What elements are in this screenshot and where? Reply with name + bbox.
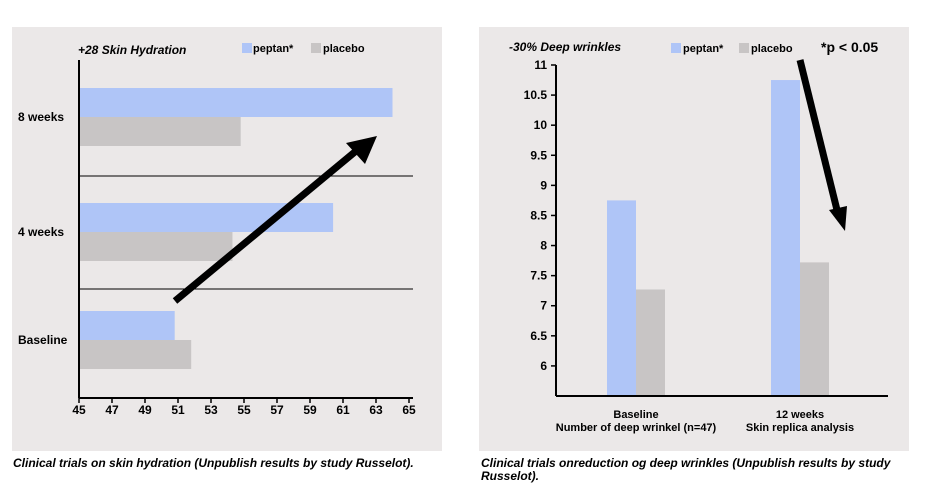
hydration-bar-peptan (79, 203, 334, 232)
wrinkles-bar-peptan (771, 80, 800, 396)
category-label: Baseline (613, 409, 658, 421)
y-tick-label: 6.5 (530, 329, 547, 343)
wrinkles-caption: Clinical trials onreduction og deep wrin… (481, 456, 891, 483)
legend-swatch-peptan (671, 43, 681, 53)
legend-label-placebo: placebo (323, 43, 365, 55)
wrinkles-bar-placebo (636, 289, 665, 396)
y-tick-label: 6 (540, 359, 547, 373)
trend-arrow-head (829, 206, 847, 231)
y-tick-label: 9.5 (530, 148, 547, 162)
hydration-bar-peptan (79, 88, 393, 117)
y-tick-label: 8 (540, 239, 547, 253)
x-tick-label: 55 (237, 403, 251, 417)
y-tick-label: 9 (540, 178, 547, 192)
y-tick-label: 11 (534, 58, 547, 72)
y-tick-label: 7 (540, 299, 547, 313)
legend-label-peptan: peptan* (683, 43, 724, 55)
category-label: 12 weeks (776, 409, 824, 421)
x-tick-label: 65 (402, 403, 416, 417)
x-tick-label: 53 (204, 403, 218, 417)
legend-swatch-placebo (311, 43, 321, 53)
x-tick-label: 59 (303, 403, 317, 417)
hydration-caption: Clinical trials on skin hydration (Unpub… (13, 456, 414, 470)
y-tick-label: 10.5 (524, 88, 548, 102)
x-tick-label: 63 (369, 403, 383, 417)
hydration-bar-placebo (79, 340, 192, 369)
trend-arrow-shaft (172, 148, 359, 304)
wrinkles-bar-placebo (800, 262, 829, 396)
y-tick-label: 10 (534, 118, 548, 132)
significance-annotation: *p < 0.05 (821, 39, 878, 55)
y-tick-label: 8.5 (530, 208, 547, 222)
hydration-bar-placebo (79, 232, 233, 261)
x-tick-label: 61 (336, 403, 350, 417)
trend-arrow-shaft (796, 59, 841, 211)
hydration-bar-placebo (79, 117, 241, 146)
legend-label-placebo: placebo (751, 43, 793, 55)
hydration-chart-title: +28 Skin Hydration (78, 43, 186, 57)
legend-swatch-peptan (242, 43, 252, 53)
x-tick-label: 49 (138, 403, 152, 417)
wrinkles-chart-title: -30% Deep wrinkles (509, 40, 621, 54)
y-tick-label: 7.5 (530, 269, 547, 283)
x-tick-label: 51 (171, 403, 185, 417)
hydration-bar-peptan (79, 311, 175, 340)
trend-arrow-head (346, 136, 377, 164)
x-tick-label: 45 (72, 403, 86, 417)
category-sublabel: Number of deep wrinkel (n=47) (556, 422, 717, 434)
wrinkles-chart-panel (479, 27, 909, 451)
wrinkles-bar-peptan (607, 200, 636, 396)
x-tick-label: 47 (105, 403, 119, 417)
x-tick-label: 57 (270, 403, 284, 417)
category-label: Baseline (18, 333, 68, 347)
legend-label-peptan: peptan* (253, 43, 294, 55)
category-label: 4 weeks (18, 225, 64, 239)
legend-swatch-placebo (739, 43, 749, 53)
category-label: 8 weeks (18, 110, 64, 124)
category-sublabel: Skin replica analysis (746, 422, 854, 434)
